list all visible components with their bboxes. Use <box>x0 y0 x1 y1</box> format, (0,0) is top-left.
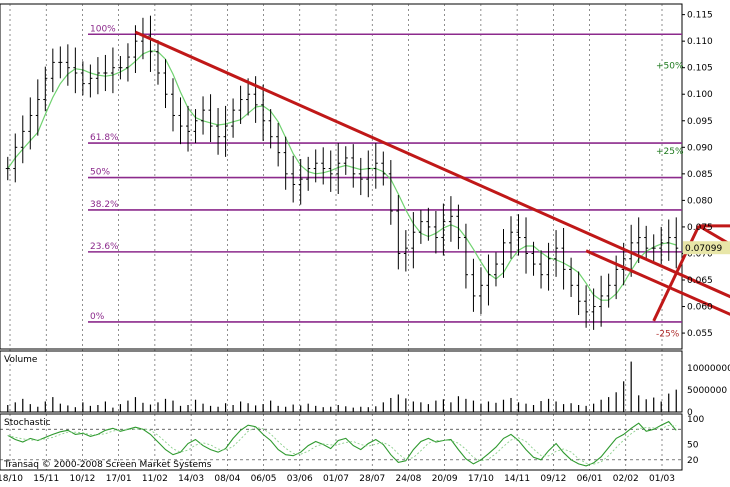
x-tick-label: 01/07 <box>323 474 349 483</box>
price-panel: 100% 61.8% 50% 38.2% 23.6% 0% +50% +25% -25% 0.0… <box>0 3 730 470</box>
last-price-marker: 0.07099 <box>683 241 730 255</box>
stochastic-panel-frame <box>0 413 683 471</box>
moving-average <box>7 50 677 301</box>
y-tick-label: 0.100 <box>687 90 713 100</box>
x-tick-label: 02/02 <box>613 474 639 483</box>
trendlines <box>134 30 730 322</box>
price-panel-frame <box>0 3 683 350</box>
fib-label: 50% <box>90 168 110 178</box>
x-tick-label: 14/11 <box>504 474 530 483</box>
fib-label: 0% <box>90 312 105 322</box>
volume-panel: Volume 0 5000000 10000000 <box>0 350 730 418</box>
volume-tick-label: 0 <box>687 408 693 418</box>
fib-label: 23.6% <box>90 242 119 252</box>
last-price-box <box>683 241 730 255</box>
y-tick-label: 0.115 <box>687 11 713 21</box>
x-tick-label: 15/11 <box>33 474 59 483</box>
volume-axis: 0 5000000 10000000 <box>687 364 730 418</box>
y-tick-label: 0.110 <box>687 37 713 47</box>
fib-label: 38.2% <box>90 200 119 210</box>
x-axis: 18/10 15/11 10/12 17/01 11/02 14/03 08/04 06/05… <box>0 474 675 484</box>
stochastic-tick-label: 20 <box>687 456 699 466</box>
stochastic-panel: Stochastic 20 50 100 Transaq © 2000-2008 S… <box>0 413 704 471</box>
volume-title: Volume <box>4 355 38 365</box>
x-tick-label: 09/12 <box>540 474 566 483</box>
volume-bars <box>7 361 677 412</box>
x-tick-label: 17/10 <box>468 474 494 483</box>
fib-label: 61.8% <box>90 133 119 143</box>
target-label: -25% <box>656 330 680 340</box>
x-tick-label: 24/08 <box>395 474 421 483</box>
x-tick-label: 17/01 <box>106 474 132 483</box>
fib-lines: 100% 61.8% 50% 38.2% 23.6% 0% +50% +25% -25% <box>88 24 684 340</box>
volume-tick-label: 10000000 <box>687 364 730 374</box>
stochastic-title: Stochastic <box>4 418 51 428</box>
x-tick-label: 06/05 <box>251 474 277 483</box>
y-tick-label: 0.080 <box>687 196 713 206</box>
trendline <box>585 249 730 316</box>
stochastic-axis: 20 50 100 <box>687 415 704 466</box>
x-tick-label: 20/09 <box>432 474 458 483</box>
x-tick-label: 03/06 <box>287 474 313 483</box>
y-tick-label: 0.090 <box>687 143 713 153</box>
trendline <box>134 30 730 299</box>
x-tick-label: 10/12 <box>69 474 95 483</box>
x-tick-label: 11/02 <box>142 474 168 483</box>
stochastic-d-line <box>7 424 677 465</box>
y-tick-label: 0.075 <box>687 223 713 233</box>
y-tick-label: 0.095 <box>687 117 713 127</box>
y-tick-label: 0.065 <box>687 276 713 286</box>
moving-average-line <box>7 50 677 301</box>
x-tick-label: 06/01 <box>577 474 603 483</box>
x-tick-label: 08/04 <box>214 474 240 483</box>
target-label: +25% <box>656 147 684 157</box>
ohlc-bars <box>5 15 679 330</box>
y-tick-label: 0.055 <box>687 329 713 339</box>
target-label: +50% <box>656 62 684 72</box>
x-tick-label: 01/03 <box>649 474 675 483</box>
y-tick-label: 0.085 <box>687 170 713 180</box>
footer-copyright: Transaq © 2000-2008 Screen Market System… <box>3 460 212 470</box>
x-tick-label: 14/03 <box>178 474 204 483</box>
stochastic-line <box>7 420 677 467</box>
y-tick-label: 0.070 <box>687 249 713 259</box>
volume-panel-frame <box>0 350 683 413</box>
x-tick-label: 18/10 <box>0 474 23 483</box>
fib-label: 100% <box>90 24 116 34</box>
trendline <box>698 224 730 246</box>
stochastic-tick-label: 100 <box>687 415 704 425</box>
stochastic-tick-label: 50 <box>687 441 699 451</box>
x-tick-label: 28/07 <box>359 474 385 483</box>
y-tick-label: 0.105 <box>687 64 713 74</box>
stochastic-k-line <box>7 420 677 467</box>
price-axis: 0.055 0.060 0.065 0.070 0.075 0.080 0.085 0.090… <box>682 11 713 339</box>
last-price-label: 0.07099 <box>685 244 722 254</box>
y-tick-label: 0.060 <box>687 303 713 313</box>
volume-tick-label: 5000000 <box>687 386 727 396</box>
